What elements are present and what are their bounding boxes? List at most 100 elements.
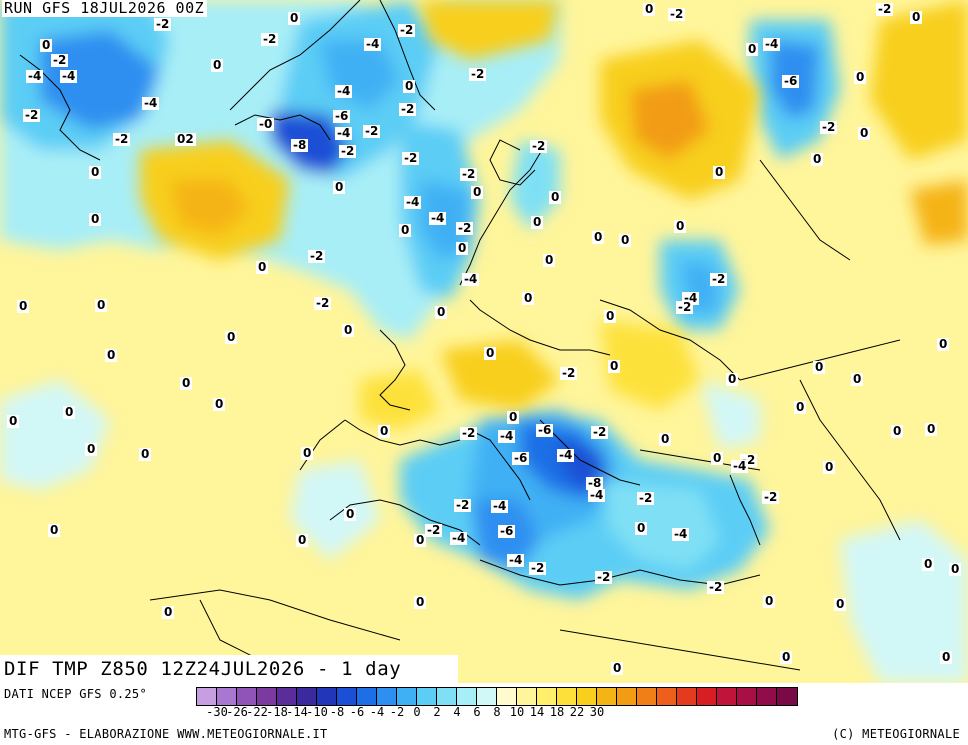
value-label: -8 <box>291 138 309 152</box>
color-swatch <box>197 688 217 705</box>
value-label: -2 <box>454 498 472 512</box>
color-swatch <box>757 688 777 705</box>
positive-anomaly-areas <box>140 0 968 430</box>
color-swatch <box>517 688 537 705</box>
value-label: -4 <box>557 448 575 462</box>
value-label: 0 <box>726 372 739 386</box>
tick-label: 2 <box>433 705 441 719</box>
value-label: -2 <box>339 144 357 158</box>
value-label: 0 <box>344 507 357 521</box>
negative-anomaly-areas <box>0 0 968 683</box>
color-swatch <box>397 688 417 705</box>
value-label: -6 <box>498 524 516 538</box>
value-label: 0 <box>549 190 562 204</box>
color-swatch <box>737 688 757 705</box>
tick-label: -26 <box>226 705 248 719</box>
value-label: 0 <box>288 11 301 25</box>
value-label: -2 <box>595 570 613 584</box>
value-label: -2 <box>308 249 326 263</box>
value-label: 0 <box>435 305 448 319</box>
value-label: -2 <box>363 124 381 138</box>
tick-label: -2 <box>389 705 405 719</box>
color-swatch <box>297 688 317 705</box>
data-source: DATI NCEP GFS 0.25° <box>4 687 147 701</box>
tick-label: 6 <box>473 705 481 719</box>
value-label: -4 <box>364 37 382 51</box>
value-label: -2 <box>668 7 686 21</box>
legend: DATI NCEP GFS 0.25° -30 -26 -22 -18 -14 -10 -8… <box>0 683 968 745</box>
color-swatch <box>497 688 517 705</box>
value-label: 0 <box>608 359 621 373</box>
value-label: 0 <box>484 346 497 360</box>
value-label: -4 <box>142 96 160 110</box>
value-label: 0 <box>403 79 416 93</box>
value-label: 0 <box>378 424 391 438</box>
value-label: 0 <box>611 661 624 675</box>
color-swatch <box>617 688 637 705</box>
value-label: -4 <box>498 429 516 443</box>
color-swatch <box>357 688 377 705</box>
value-label: 0 <box>592 230 605 244</box>
value-label: -2 <box>676 300 694 314</box>
temperature-difference-map: RUN GFS 18JUL2026 00Z 0 -2 -2 -4 -2 0 -2 0 -4 -4-… <box>0 0 968 683</box>
color-swatch <box>697 688 717 705</box>
value-label: 0 <box>823 460 836 474</box>
footer-copyright: (C) METEOGIORNALE <box>832 727 960 741</box>
value-label: 0 <box>414 533 427 547</box>
color-swatch <box>597 688 617 705</box>
value-label: 0 <box>139 447 152 461</box>
value-label: -4 <box>588 488 606 502</box>
value-label: -4 <box>450 531 468 545</box>
value-label: 0 <box>333 180 346 194</box>
value-label: -4 <box>404 195 422 209</box>
value-label: 0 <box>854 70 867 84</box>
value-label: 0 <box>211 58 224 72</box>
color-swatch <box>337 688 357 705</box>
value-label: -6 <box>512 451 530 465</box>
color-scale-bar <box>196 687 798 706</box>
value-label: -2 <box>469 67 487 81</box>
value-label: -2 <box>560 366 578 380</box>
value-label: -2 <box>876 2 894 16</box>
value-label: 0 <box>40 38 53 52</box>
tick-label: -18 <box>266 705 288 719</box>
value-label: -6 <box>536 423 554 437</box>
value-label: 0 <box>95 298 108 312</box>
value-label: -4 <box>429 211 447 225</box>
color-swatch <box>537 688 557 705</box>
value-label: 0 <box>89 165 102 179</box>
value-label: 0 <box>7 414 20 428</box>
value-label: -2 <box>591 425 609 439</box>
value-label: 0 <box>763 594 776 608</box>
value-label: -2 <box>23 108 41 122</box>
value-label: 0 <box>105 348 118 362</box>
value-label: 0 <box>180 376 193 390</box>
value-label: 0 <box>456 241 469 255</box>
color-swatch <box>237 688 257 705</box>
value-label: 0 <box>780 650 793 664</box>
tick-label: 18 <box>549 705 565 719</box>
value-label: 0 <box>858 126 871 140</box>
value-label: 0 <box>543 253 556 267</box>
value-label: 02 <box>175 132 196 146</box>
value-label: -2 <box>314 296 332 310</box>
value-label: -2 <box>399 102 417 116</box>
value-label: -6 <box>333 109 351 123</box>
value-label: 0 <box>711 451 724 465</box>
run-label: RUN GFS 18JUL2026 00Z <box>2 0 208 17</box>
value-label: 0 <box>604 309 617 323</box>
color-swatch <box>417 688 437 705</box>
coastlines <box>19 0 901 671</box>
value-label: 0 <box>922 557 935 571</box>
tick-label: 14 <box>529 705 545 719</box>
value-label: -2 <box>710 272 728 286</box>
value-label: -2 <box>456 221 474 235</box>
tick-label: 10 <box>509 705 525 719</box>
color-swatch <box>457 688 477 705</box>
value-label: 0 <box>213 397 226 411</box>
footer-credit: MTG-GFS - ELABORAZIONE WWW.METEOGIORNALE… <box>4 727 328 741</box>
value-label: -4 <box>731 459 749 473</box>
value-label: 0 <box>891 424 904 438</box>
value-label: -2 <box>762 490 780 504</box>
color-swatch <box>477 688 497 705</box>
